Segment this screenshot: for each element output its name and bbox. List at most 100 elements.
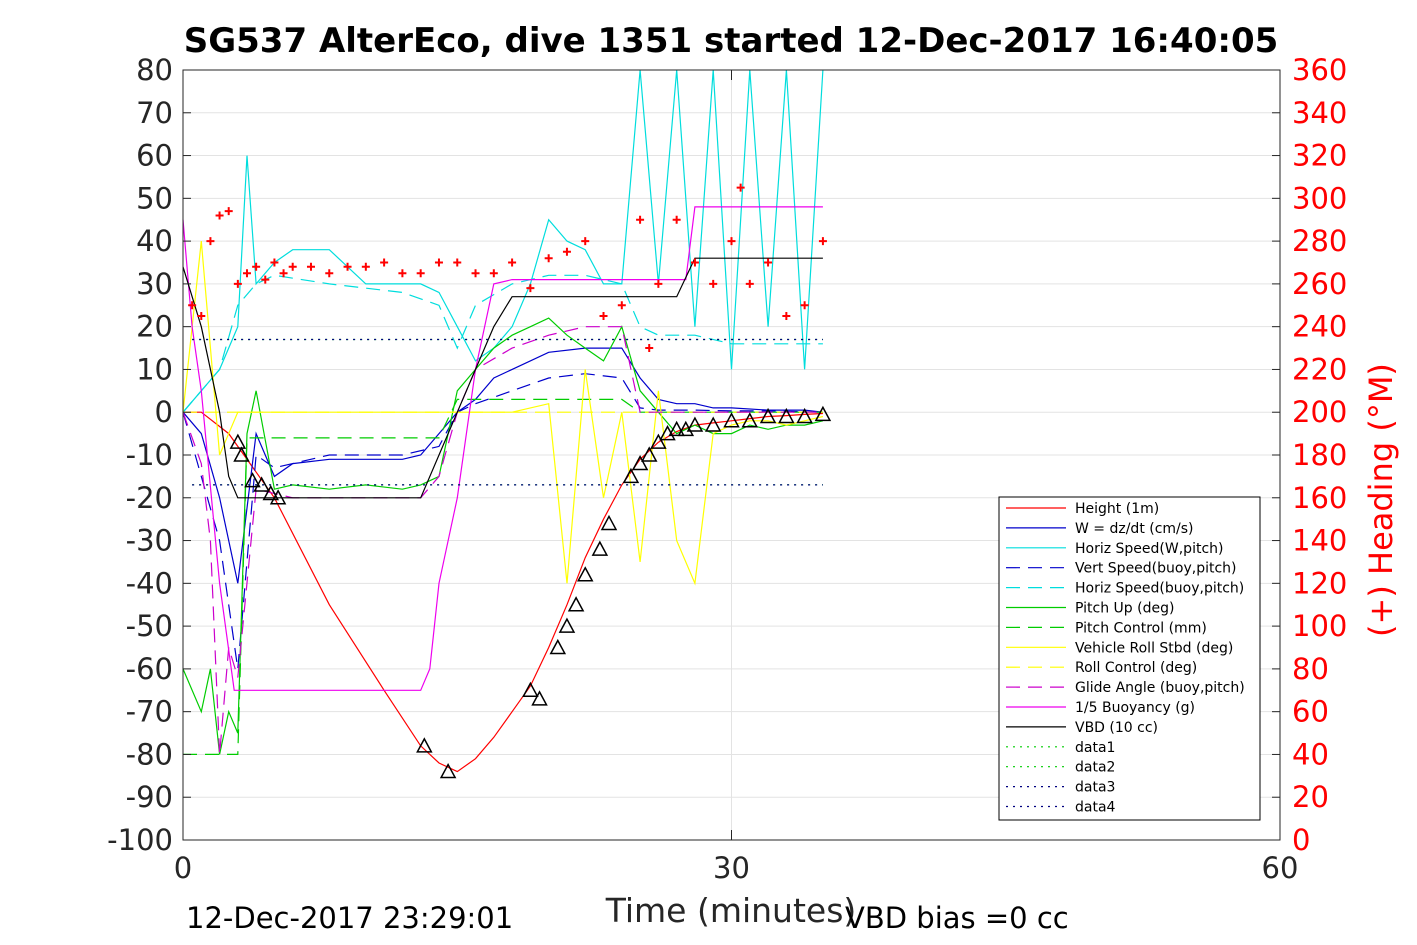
y-tick-label: 70 <box>136 96 173 130</box>
legend-label-2: Horiz Speed(W,pitch) <box>1075 541 1223 557</box>
y-tick-label: 80 <box>136 53 173 87</box>
heading-point <box>782 311 791 320</box>
heading-point <box>544 254 553 263</box>
heading-point <box>800 301 809 310</box>
y-tick-label: -60 <box>126 652 173 686</box>
heading-point <box>709 279 718 288</box>
triangle-marker <box>591 540 609 556</box>
triangle-marker <box>600 514 618 531</box>
heading-point <box>188 301 197 310</box>
y-right-tick-label: 0 <box>1292 823 1310 857</box>
heading-point <box>215 211 224 220</box>
triangle-marker <box>229 433 247 449</box>
y-tick-label: 20 <box>136 310 173 344</box>
y-right-tick-label: 60 <box>1292 695 1329 729</box>
y-tick-label: -50 <box>126 609 173 643</box>
axes: 80706050403020100-10-20-30-40-50-60-70-8… <box>107 53 1347 885</box>
footer-timestamp: 12-Dec-2017 23:29:01 <box>186 901 513 935</box>
series-line-0 <box>183 411 823 773</box>
heading-point <box>508 258 517 267</box>
y-right-tick-label: 300 <box>1292 181 1347 215</box>
heading-point <box>261 275 270 284</box>
heading-point <box>818 237 827 246</box>
right-axis-label: (+) Heading (°M) <box>1362 363 1400 637</box>
y-right-tick-label: 40 <box>1292 737 1329 771</box>
legend-label-15: data4 <box>1075 800 1116 816</box>
triangle-marker <box>567 596 585 612</box>
triangle-marker <box>244 472 261 488</box>
heading-point <box>654 279 663 288</box>
x-axis-label: Time (minutes) <box>605 891 857 930</box>
series-line-6 <box>183 398 823 756</box>
heading-point <box>764 258 773 267</box>
legend-label-13: data2 <box>1075 760 1115 776</box>
heading-point <box>645 344 654 353</box>
heading-point <box>224 207 233 216</box>
triangle-marker <box>522 681 539 698</box>
legend-label-9: Glide Angle (buoy,pitch) <box>1075 680 1245 696</box>
series-line-2 <box>182 69 824 413</box>
heading-point <box>617 301 626 310</box>
legend-label-6: Pitch Control (mm) <box>1075 620 1207 636</box>
heading-point <box>380 258 389 267</box>
heading-point <box>197 311 206 320</box>
heading-point <box>745 279 754 288</box>
legend-label-8: Roll Control (deg) <box>1075 660 1197 676</box>
y-tick-label: 0 <box>155 395 173 429</box>
series-line-5 <box>182 317 824 755</box>
triangle-marker <box>814 405 832 422</box>
triangle-marker <box>650 433 667 449</box>
heading-point <box>279 269 288 278</box>
triangle-marker <box>723 412 740 428</box>
footer-vbd-bias: VBD bias =0 cc <box>845 901 1069 935</box>
triangle-marker <box>741 412 759 428</box>
y-right-tick-label: 100 <box>1292 609 1347 643</box>
y-tick-label: -20 <box>126 481 173 515</box>
y-right-tick-label: 80 <box>1292 652 1329 686</box>
triangle-marker <box>269 489 287 505</box>
heading-point <box>581 237 590 246</box>
y-right-tick-label: 160 <box>1292 481 1347 515</box>
triangle-marker <box>640 446 658 462</box>
heading-point <box>471 269 480 278</box>
heading-point <box>398 269 407 278</box>
y-right-tick-label: 260 <box>1292 267 1347 301</box>
legend-label-10: 1/5 Buoyancy (g) <box>1075 700 1195 716</box>
legend-label-0: Height (1m) <box>1075 501 1159 517</box>
y-tick-label: 50 <box>136 181 173 215</box>
triangle-marker <box>704 416 722 432</box>
series-line-1 <box>182 347 823 584</box>
heading-point <box>242 269 251 278</box>
triangle-marker <box>549 638 567 655</box>
triangle-marker <box>416 737 433 753</box>
legend: Height (1m) W = dz/dt (cm/s) Horiz Speed(W… <box>998 496 1261 821</box>
y-tick-label: -30 <box>126 524 173 558</box>
legend-label-12: data1 <box>1075 740 1115 756</box>
legend-label-11: VBD (10 cc) <box>1075 720 1158 736</box>
heading-point <box>416 269 425 278</box>
heading-point <box>727 237 736 246</box>
triangle-marker <box>253 476 270 492</box>
triangle-marker <box>796 407 813 424</box>
series-line-4 <box>182 274 823 413</box>
heading-point <box>206 237 215 246</box>
x-tick-label: 30 <box>713 851 750 885</box>
triangle-marker <box>668 420 685 437</box>
y-tick-label: 10 <box>136 352 173 386</box>
y-tick-label: 60 <box>136 139 173 173</box>
heading-point <box>453 258 462 267</box>
legend-label-14: data3 <box>1075 780 1115 796</box>
y-tick-label: 40 <box>136 224 173 258</box>
y-tick-label: -40 <box>126 566 173 600</box>
y-right-tick-label: 120 <box>1292 566 1347 600</box>
y-right-tick-label: 360 <box>1292 53 1347 87</box>
heading-point <box>325 269 334 278</box>
y-right-tick-label: 220 <box>1292 352 1347 386</box>
heading-point <box>736 183 745 192</box>
y-tick-label: -70 <box>126 695 173 729</box>
triangle-marker <box>631 454 649 471</box>
y-right-tick-label: 320 <box>1292 139 1347 173</box>
heading-point <box>672 215 681 224</box>
legend-label-1: W = dz/dt (cm/s) <box>1075 521 1194 537</box>
triangle-marker <box>439 762 457 779</box>
